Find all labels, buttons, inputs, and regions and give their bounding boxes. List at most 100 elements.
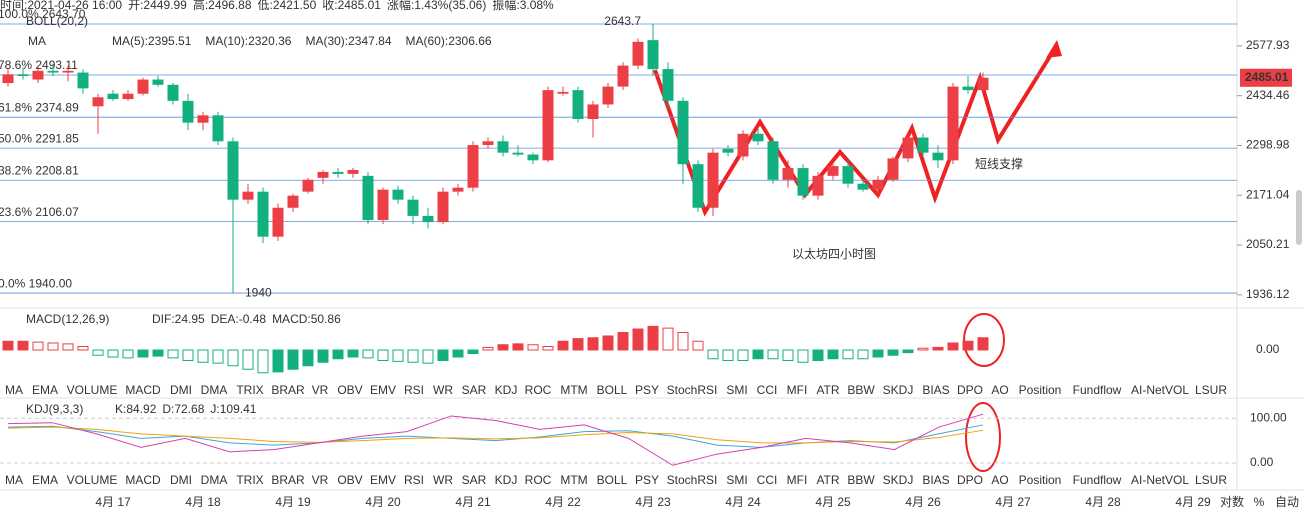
indicator-tab[interactable]: LSUR — [1195, 473, 1227, 487]
indicator-tab[interactable]: BIAS — [922, 383, 949, 397]
indicator-tab[interactable]: CCI — [757, 383, 778, 397]
scale-control[interactable]: 对数 — [1220, 494, 1244, 509]
indicator-tab[interactable]: DMA — [201, 473, 228, 487]
indicator-tab[interactable]: SAR — [462, 383, 487, 397]
indicator-tab[interactable]: BBW — [847, 473, 875, 487]
indicator-tab[interactable]: ATR — [816, 383, 839, 397]
macd-bar — [677, 332, 689, 351]
indicator-tab[interactable]: StochRSI — [667, 383, 718, 397]
candle-body — [422, 215, 434, 223]
indicator-tab[interactable]: RSI — [404, 473, 424, 487]
indicator-tab[interactable]: VOLUME — [67, 473, 118, 487]
indicator-tab[interactable]: BIAS — [922, 473, 949, 487]
indicator-tab[interactable]: Fundflow — [1073, 383, 1122, 397]
indicator-tab[interactable]: OBV — [337, 383, 362, 397]
indicator-tab[interactable]: MTM — [560, 473, 587, 487]
macd-bar — [722, 349, 734, 361]
indicator-tab[interactable]: SKDJ — [883, 383, 914, 397]
indicator-tab[interactable]: BOLL — [597, 383, 628, 397]
indicator-tab[interactable]: VR — [312, 473, 329, 487]
indicator-tab[interactable]: SKDJ — [883, 473, 914, 487]
indicator-tab[interactable]: PSY — [635, 383, 659, 397]
ohlc-info: 高:2496.88 — [193, 0, 252, 12]
ohlc-info: 低:2421.50 — [258, 0, 317, 12]
candle-body — [377, 189, 389, 221]
indicator-tab[interactable]: KDJ — [495, 473, 518, 487]
candle-body — [287, 195, 299, 208]
indicator-tab[interactable]: MACD — [125, 473, 161, 487]
macd-bar — [407, 349, 419, 363]
indicator-tab[interactable]: VOLUME — [67, 383, 118, 397]
indicator-tab[interactable]: ROC — [525, 473, 552, 487]
indicator-tab[interactable]: SAR — [462, 473, 487, 487]
indicator-tab[interactable]: TRIX — [236, 383, 263, 397]
indicator-tab[interactable]: WR — [433, 473, 453, 487]
scrollbar[interactable] — [1296, 190, 1302, 245]
candle-body — [872, 179, 884, 190]
indicator-tab[interactable]: EMA — [32, 383, 58, 397]
indicator-tab[interactable]: RSI — [404, 383, 424, 397]
indicator-tab[interactable]: AI-NetVOL — [1131, 383, 1189, 397]
indicator-tab[interactable]: VR — [312, 383, 329, 397]
macd-bar — [77, 346, 89, 351]
panel-legend: J:109.41 — [210, 402, 256, 416]
indicator-tab[interactable]: MFI — [787, 473, 808, 487]
indicator-tab[interactable]: SMI — [726, 383, 747, 397]
indicator-tab[interactable]: AO — [991, 473, 1008, 487]
indicator-tab[interactable]: SMI — [726, 473, 747, 487]
indicator-tab[interactable]: LSUR — [1195, 383, 1227, 397]
indicator-tab[interactable]: ROC — [525, 383, 552, 397]
macd-bar — [557, 340, 569, 351]
ohlc-info: 振幅:3.08% — [492, 0, 554, 12]
indicator-tab[interactable]: EMV — [370, 473, 396, 487]
macd-bar — [62, 343, 74, 351]
indicator-tab[interactable]: Position — [1019, 383, 1062, 397]
indicator-tab[interactable]: TRIX — [236, 473, 263, 487]
indicator-tab[interactable]: OBV — [337, 473, 362, 487]
x-tick-label: 4月 28 — [1085, 495, 1121, 509]
indicator-tab[interactable]: PSY — [635, 473, 659, 487]
indicator-tab[interactable]: EMV — [370, 383, 396, 397]
indicator-tab[interactable]: Fundflow — [1073, 473, 1122, 487]
indicator-tab[interactable]: DPO — [957, 473, 983, 487]
scale-control[interactable]: 自动 — [1275, 495, 1299, 509]
macd-bar — [257, 349, 269, 374]
indicator-tab[interactable]: CCI — [757, 473, 778, 487]
indicator-tab[interactable]: MTM — [560, 383, 587, 397]
indicator-tab[interactable]: BRAR — [271, 383, 305, 397]
indicator-tab[interactable]: DPO — [957, 383, 983, 397]
indicator-tab[interactable]: DMA — [201, 383, 228, 397]
indicator-tab[interactable]: MACD — [125, 383, 161, 397]
indicator-tab[interactable]: BRAR — [271, 473, 305, 487]
indicator-tab[interactable]: ATR — [816, 473, 839, 487]
indicator-tab[interactable]: AO — [991, 383, 1008, 397]
indicator-tab[interactable]: Position — [1019, 473, 1062, 487]
indicator-tab[interactable]: DMI — [170, 383, 192, 397]
macd-bar — [167, 349, 179, 359]
macd-bar — [767, 349, 779, 360]
indicator-tab[interactable]: EMA — [32, 473, 58, 487]
indicator-tab[interactable]: BOLL — [597, 473, 628, 487]
candle-body — [722, 148, 734, 153]
indicator-tab[interactable]: MA — [5, 383, 23, 397]
scale-control[interactable]: % — [1254, 495, 1265, 509]
indicator-tab[interactable]: MA — [5, 473, 23, 487]
indicator-tab[interactable]: WR — [433, 383, 453, 397]
indicator-tab[interactable]: BBW — [847, 383, 875, 397]
candle-body — [917, 137, 929, 153]
x-tick-label: 4月 22 — [545, 495, 581, 509]
candle-body — [257, 191, 269, 237]
candle-body — [932, 152, 944, 161]
indicator-tab[interactable]: KDJ — [495, 383, 518, 397]
ohlc-info: 涨幅:1.43%(35.06) — [387, 0, 486, 12]
x-tick-label: 4月 19 — [275, 495, 311, 509]
indicator-tab[interactable]: StochRSI — [667, 473, 718, 487]
candle-body — [962, 86, 974, 91]
panel-legend: K:84.92 — [115, 402, 157, 416]
macd-bar — [737, 349, 749, 361]
indicator-tab[interactable]: AI-NetVOL — [1131, 473, 1189, 487]
indicator-tab[interactable]: MFI — [787, 383, 808, 397]
indicator-tab[interactable]: DMI — [170, 473, 192, 487]
x-tick-label: 4月 18 — [185, 495, 221, 509]
